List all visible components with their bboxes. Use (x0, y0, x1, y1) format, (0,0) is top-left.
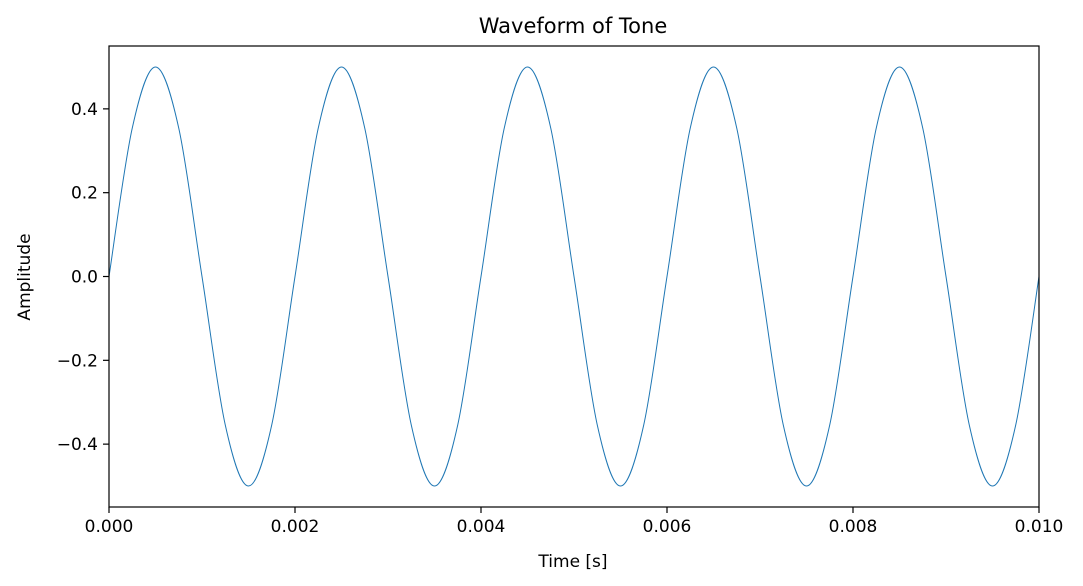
y-tick-label: 0.0 (71, 268, 98, 288)
x-tick-label: 0.006 (643, 517, 692, 537)
y-tick-label: −0.2 (57, 351, 98, 371)
x-tick-label: 0.002 (271, 517, 320, 537)
y-tick-label: 0.2 (71, 184, 98, 204)
x-tick-label: 0.000 (85, 517, 134, 537)
x-tick-label: 0.010 (1015, 517, 1064, 537)
y-axis: 0.4 0.2 0.0 −0.2 −0.4 (57, 100, 109, 455)
y-tick-label: 0.4 (71, 100, 98, 120)
chart-title: Waveform of Tone (479, 14, 668, 38)
series-line (108, 66, 1040, 487)
x-tick-label: 0.004 (457, 517, 506, 537)
x-axis: 0.000 0.002 0.004 0.006 0.008 0.010 (85, 507, 1064, 537)
y-axis-label: Amplitude (15, 233, 35, 320)
x-axis-label: Time [s] (537, 552, 607, 572)
plot-area (108, 45, 1040, 508)
x-tick-label: 0.008 (829, 517, 878, 537)
y-tick-label: −0.4 (57, 435, 98, 455)
